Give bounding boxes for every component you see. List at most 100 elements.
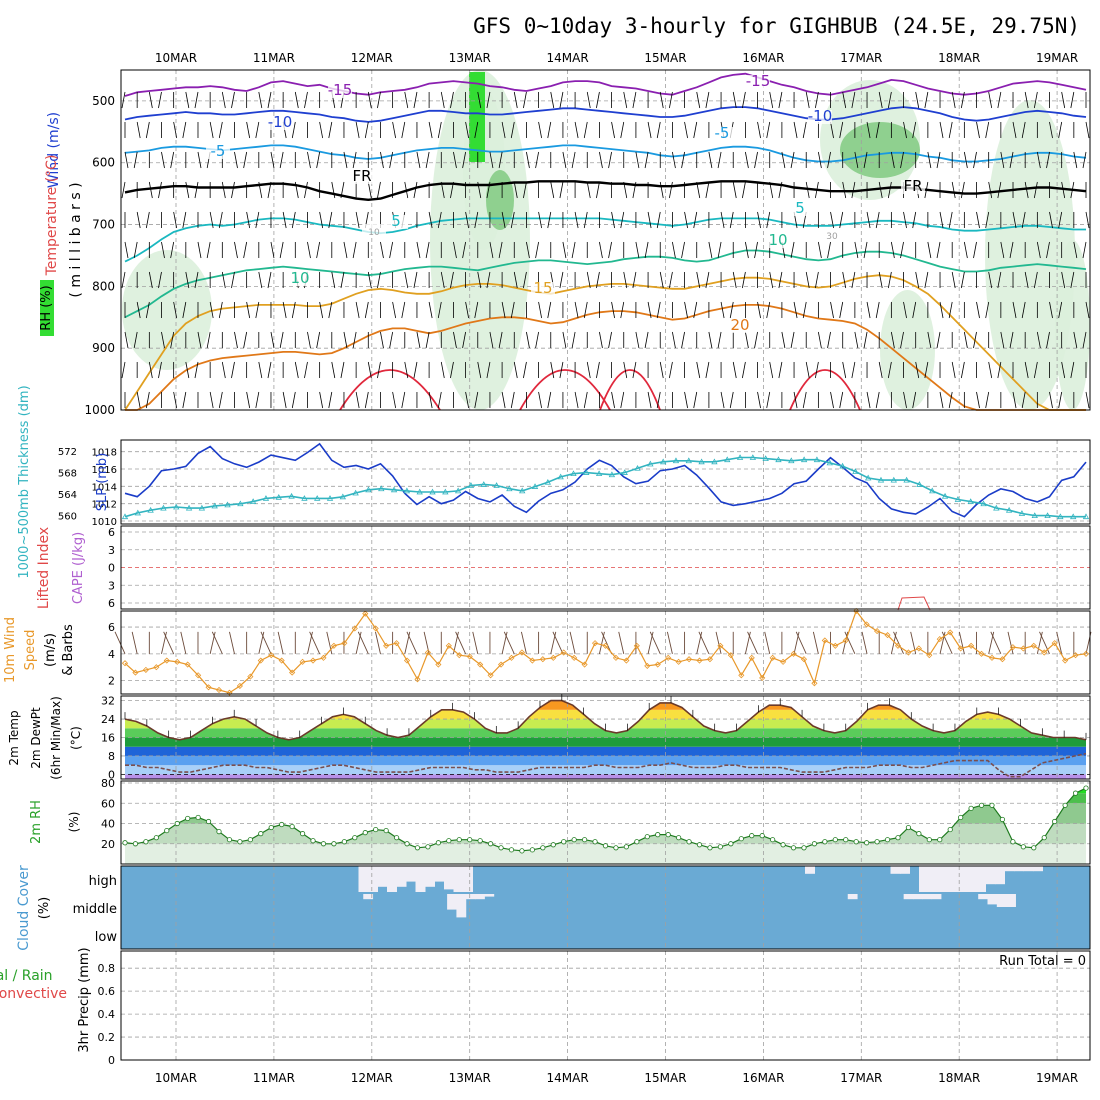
isotherm-label-bg xyxy=(710,127,734,141)
wind-speed-point xyxy=(748,654,755,661)
wind-barb xyxy=(623,91,628,109)
rh-point xyxy=(487,841,494,847)
stability-tick: 3 xyxy=(108,544,115,557)
wind-barb-10m xyxy=(307,631,313,654)
temp-ylabel-part: 2m Temp xyxy=(7,710,21,765)
wind-barb xyxy=(936,331,941,349)
rh-high-shading xyxy=(840,122,920,178)
wind-barb xyxy=(343,331,348,349)
wind-barb xyxy=(851,361,856,379)
wind-barb xyxy=(769,91,774,109)
wind-barb xyxy=(526,331,530,349)
chart-title: GFS 0~10day 3-hourly for GIGHBUB (24.5E,… xyxy=(473,14,1080,38)
wind-speed-point xyxy=(612,654,620,661)
wind-barb xyxy=(948,301,953,319)
wind-speed-point xyxy=(445,642,452,649)
wind-barb xyxy=(145,211,150,229)
isotherm-label-bg xyxy=(788,202,812,216)
wind-barb xyxy=(209,121,214,139)
date-label-bottom: 15MAR xyxy=(644,1071,686,1085)
wind-speed-point xyxy=(581,661,588,668)
thickness-point xyxy=(1018,510,1026,516)
wind-barb xyxy=(623,361,628,379)
wind-barb xyxy=(656,391,661,409)
wind-barb xyxy=(510,121,515,139)
wind-barb xyxy=(477,271,482,289)
wind-barb xyxy=(453,241,457,259)
rh-point xyxy=(989,802,995,808)
wind-barb xyxy=(1024,181,1029,199)
wind-barb xyxy=(927,241,932,259)
wind-speed-point xyxy=(1030,642,1037,649)
wind-speed-point xyxy=(717,642,724,649)
wind-barb xyxy=(720,301,725,319)
date-label-bottom: 14MAR xyxy=(547,1071,589,1085)
isotherm-label: -5 xyxy=(715,124,730,142)
rh-point xyxy=(289,823,295,830)
wind-barb xyxy=(1000,151,1005,169)
wind-barb xyxy=(1036,241,1041,259)
wind-barb-10m xyxy=(893,631,904,655)
wind-barb xyxy=(440,271,445,289)
wind-barb xyxy=(1012,391,1017,409)
wind-barb xyxy=(927,151,932,169)
wind-barb xyxy=(148,181,153,199)
wind-barb xyxy=(1061,91,1066,109)
wind-barb xyxy=(939,391,944,409)
wind-barb xyxy=(644,331,649,349)
thickness-point xyxy=(749,454,757,460)
rh-point xyxy=(582,837,588,843)
wind-barb xyxy=(161,241,165,259)
wind-barb xyxy=(331,361,336,379)
thickness-point xyxy=(390,486,398,493)
cape-ylabel: CAPE (J/kg) xyxy=(71,532,86,604)
wind-barb xyxy=(574,391,579,409)
wind-speed-point xyxy=(393,640,400,647)
isotherm-label-bg xyxy=(288,272,312,286)
wind-speed-point xyxy=(926,652,933,659)
wind-barb xyxy=(976,391,980,409)
wind-barb xyxy=(450,181,454,199)
wind-barb xyxy=(413,91,418,109)
wind-barb-10m xyxy=(941,631,953,655)
wind-barb-10m xyxy=(988,631,995,654)
wind-barb xyxy=(924,361,929,379)
wind-barb xyxy=(769,271,774,289)
wind-barb xyxy=(875,211,880,229)
isotherm-label-bg xyxy=(384,215,408,229)
isotherm-25 xyxy=(599,369,661,411)
wind-barb xyxy=(997,361,1002,379)
wind-barb xyxy=(632,361,637,379)
wind-tick: 2 xyxy=(108,675,115,688)
wind-barb xyxy=(477,361,482,379)
cloud-high-bar xyxy=(444,866,454,890)
wind-barb xyxy=(656,121,661,139)
thickness-point xyxy=(557,473,564,480)
dewpt-line xyxy=(125,752,1087,778)
isotherm-label: 10 xyxy=(768,231,787,249)
wind-barb xyxy=(778,181,783,199)
wind-barb xyxy=(890,151,895,169)
wind-barb xyxy=(1046,151,1050,169)
wind-barb xyxy=(413,361,418,379)
rh-point xyxy=(1083,785,1089,791)
wind-barb-10m xyxy=(939,631,946,654)
wind-barb-10m xyxy=(161,631,167,654)
wind-barb xyxy=(523,91,527,109)
wind-barb xyxy=(465,301,470,319)
wind-speed-point xyxy=(247,673,254,680)
wind-barb xyxy=(538,301,542,319)
thickness-point xyxy=(621,469,628,475)
wind-barb xyxy=(304,361,308,379)
thickness-point xyxy=(467,482,475,488)
wind-barb xyxy=(170,151,175,169)
wind-barb xyxy=(182,211,187,229)
wind-barb xyxy=(656,301,661,319)
wind-barb xyxy=(854,241,859,259)
wind-barb xyxy=(583,391,588,409)
wind-speed-point xyxy=(518,649,526,656)
isotherm-label: -10 xyxy=(268,113,293,131)
pressure-tick: 800 xyxy=(92,279,115,293)
wind-barb xyxy=(243,241,248,259)
rh-point xyxy=(874,839,880,845)
